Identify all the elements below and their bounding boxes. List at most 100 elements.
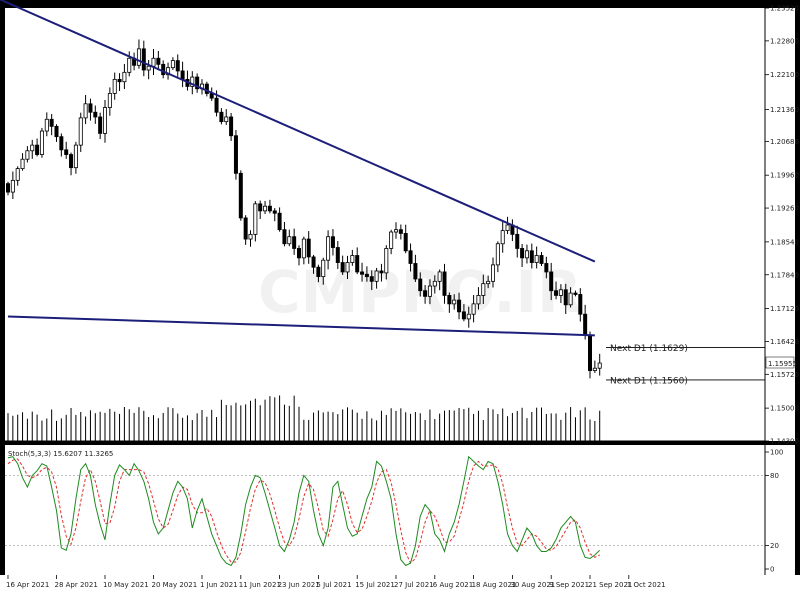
candle-body (272, 210, 277, 214)
candle-body (588, 334, 593, 371)
candle-body (452, 299, 457, 305)
price-tick-label: 1.22100 (770, 71, 799, 79)
candle-body (107, 93, 112, 108)
stoch-axis-bg (765, 445, 795, 575)
candle-body (78, 117, 83, 146)
candle-body (20, 158, 25, 170)
date-tick-label: 30 Aug 2021 (510, 581, 555, 589)
candle-body (88, 103, 93, 113)
candle-body (258, 203, 263, 212)
date-tick-label: 1 Oct 2021 (627, 581, 666, 589)
candle-body (418, 278, 423, 292)
date-tick-label: 11 Jun 2021 (239, 581, 281, 589)
candle-body (447, 295, 452, 305)
candle-body (330, 236, 335, 248)
candle-body (175, 60, 180, 72)
candle-body (476, 295, 481, 305)
candle-body (156, 57, 161, 65)
candle-body (423, 290, 428, 297)
candle-body (214, 97, 219, 113)
candle-body (490, 264, 495, 282)
stoch-tick-label: 100 (770, 449, 783, 457)
date-tick-label: 28 Apr 2021 (55, 581, 98, 589)
candle-body (384, 248, 389, 274)
candle-body (529, 250, 534, 263)
price-tick-label: 1.15000 (770, 405, 799, 413)
candle-body (277, 212, 282, 231)
candle-body (355, 255, 360, 273)
date-tick-label: 16 Apr 2021 (6, 581, 49, 589)
candle-body (49, 118, 54, 127)
candle-body (379, 270, 384, 274)
candle-body (170, 60, 175, 69)
stoch-indicator-label: Stoch(5,3,3) 15.6207 11.3265 (8, 450, 113, 458)
candle-body (267, 205, 272, 212)
candle-body (166, 67, 171, 76)
volume-bars (5, 395, 765, 442)
candle-body (233, 135, 238, 174)
candle-body (408, 250, 413, 264)
price-tick-label: 1.21360 (770, 106, 799, 114)
stoch-tick-label: 0 (770, 566, 774, 574)
candle-body (592, 367, 597, 371)
candle-body (219, 111, 224, 123)
candle-body (122, 71, 127, 83)
price-tick-label: 1.22800 (770, 37, 799, 45)
stoch-tick-label: 20 (770, 542, 779, 550)
candle-body (83, 103, 88, 119)
candle-body (141, 48, 146, 71)
candle-body (500, 230, 505, 245)
candle-body (195, 76, 200, 90)
price-axis-bg (765, 8, 795, 441)
current-price-badge (765, 356, 795, 369)
price-tick-label: 1.16420 (770, 338, 799, 346)
candle-body (326, 236, 331, 261)
candle-body (583, 313, 588, 336)
candle-body (30, 144, 35, 152)
candle-body (301, 238, 306, 259)
candle-body (398, 229, 403, 234)
candle-body (597, 362, 602, 369)
candle-body (520, 248, 525, 259)
date-tick-label: 1 Jun 2021 (200, 581, 238, 589)
price-tick-label: 1.18540 (770, 238, 799, 246)
candle-body (437, 271, 442, 282)
candle-body (98, 116, 103, 134)
stoch-panel-bg (5, 445, 765, 575)
candle-body (54, 125, 59, 138)
candle-body (544, 263, 549, 273)
candle-body (224, 116, 229, 123)
support-trendline (7, 315, 595, 337)
candle-body (292, 236, 297, 249)
stoch-main-line (7, 455, 601, 567)
candle-body (64, 149, 69, 155)
date-tick-label: 27 Jul 2021 (394, 581, 434, 589)
candle-body (340, 262, 345, 273)
candle-body (350, 255, 355, 263)
candle-body (103, 107, 108, 134)
candle-body (515, 233, 520, 249)
date-tick-label: 10 May 2021 (103, 581, 149, 589)
candle-body (117, 78, 122, 83)
candle-body (524, 250, 529, 259)
stochastic-panel: 100 80 20 0 (5, 445, 783, 575)
price-axis: 1.23520 1.22800 1.22100 1.21360 1.20680 1.199… (764, 5, 799, 446)
candle-body (578, 294, 583, 315)
stoch-tick-label: 80 (770, 472, 779, 480)
next-d1-label: Next D1 (1.1629) (610, 344, 688, 354)
candle-body (59, 136, 64, 151)
candle-body (534, 255, 539, 263)
candle-body (403, 233, 408, 252)
stoch-signal-line (7, 458, 600, 564)
candle-body (481, 283, 486, 296)
date-tick-label: 15 Jul 2021 (355, 581, 395, 589)
candle-body (44, 118, 49, 132)
candle-body (151, 57, 156, 67)
date-tick-label: 20 May 2021 (152, 581, 198, 589)
candle-body (190, 76, 195, 87)
candle-body (238, 172, 243, 219)
candle-body (427, 285, 432, 297)
candle-body (25, 150, 30, 160)
